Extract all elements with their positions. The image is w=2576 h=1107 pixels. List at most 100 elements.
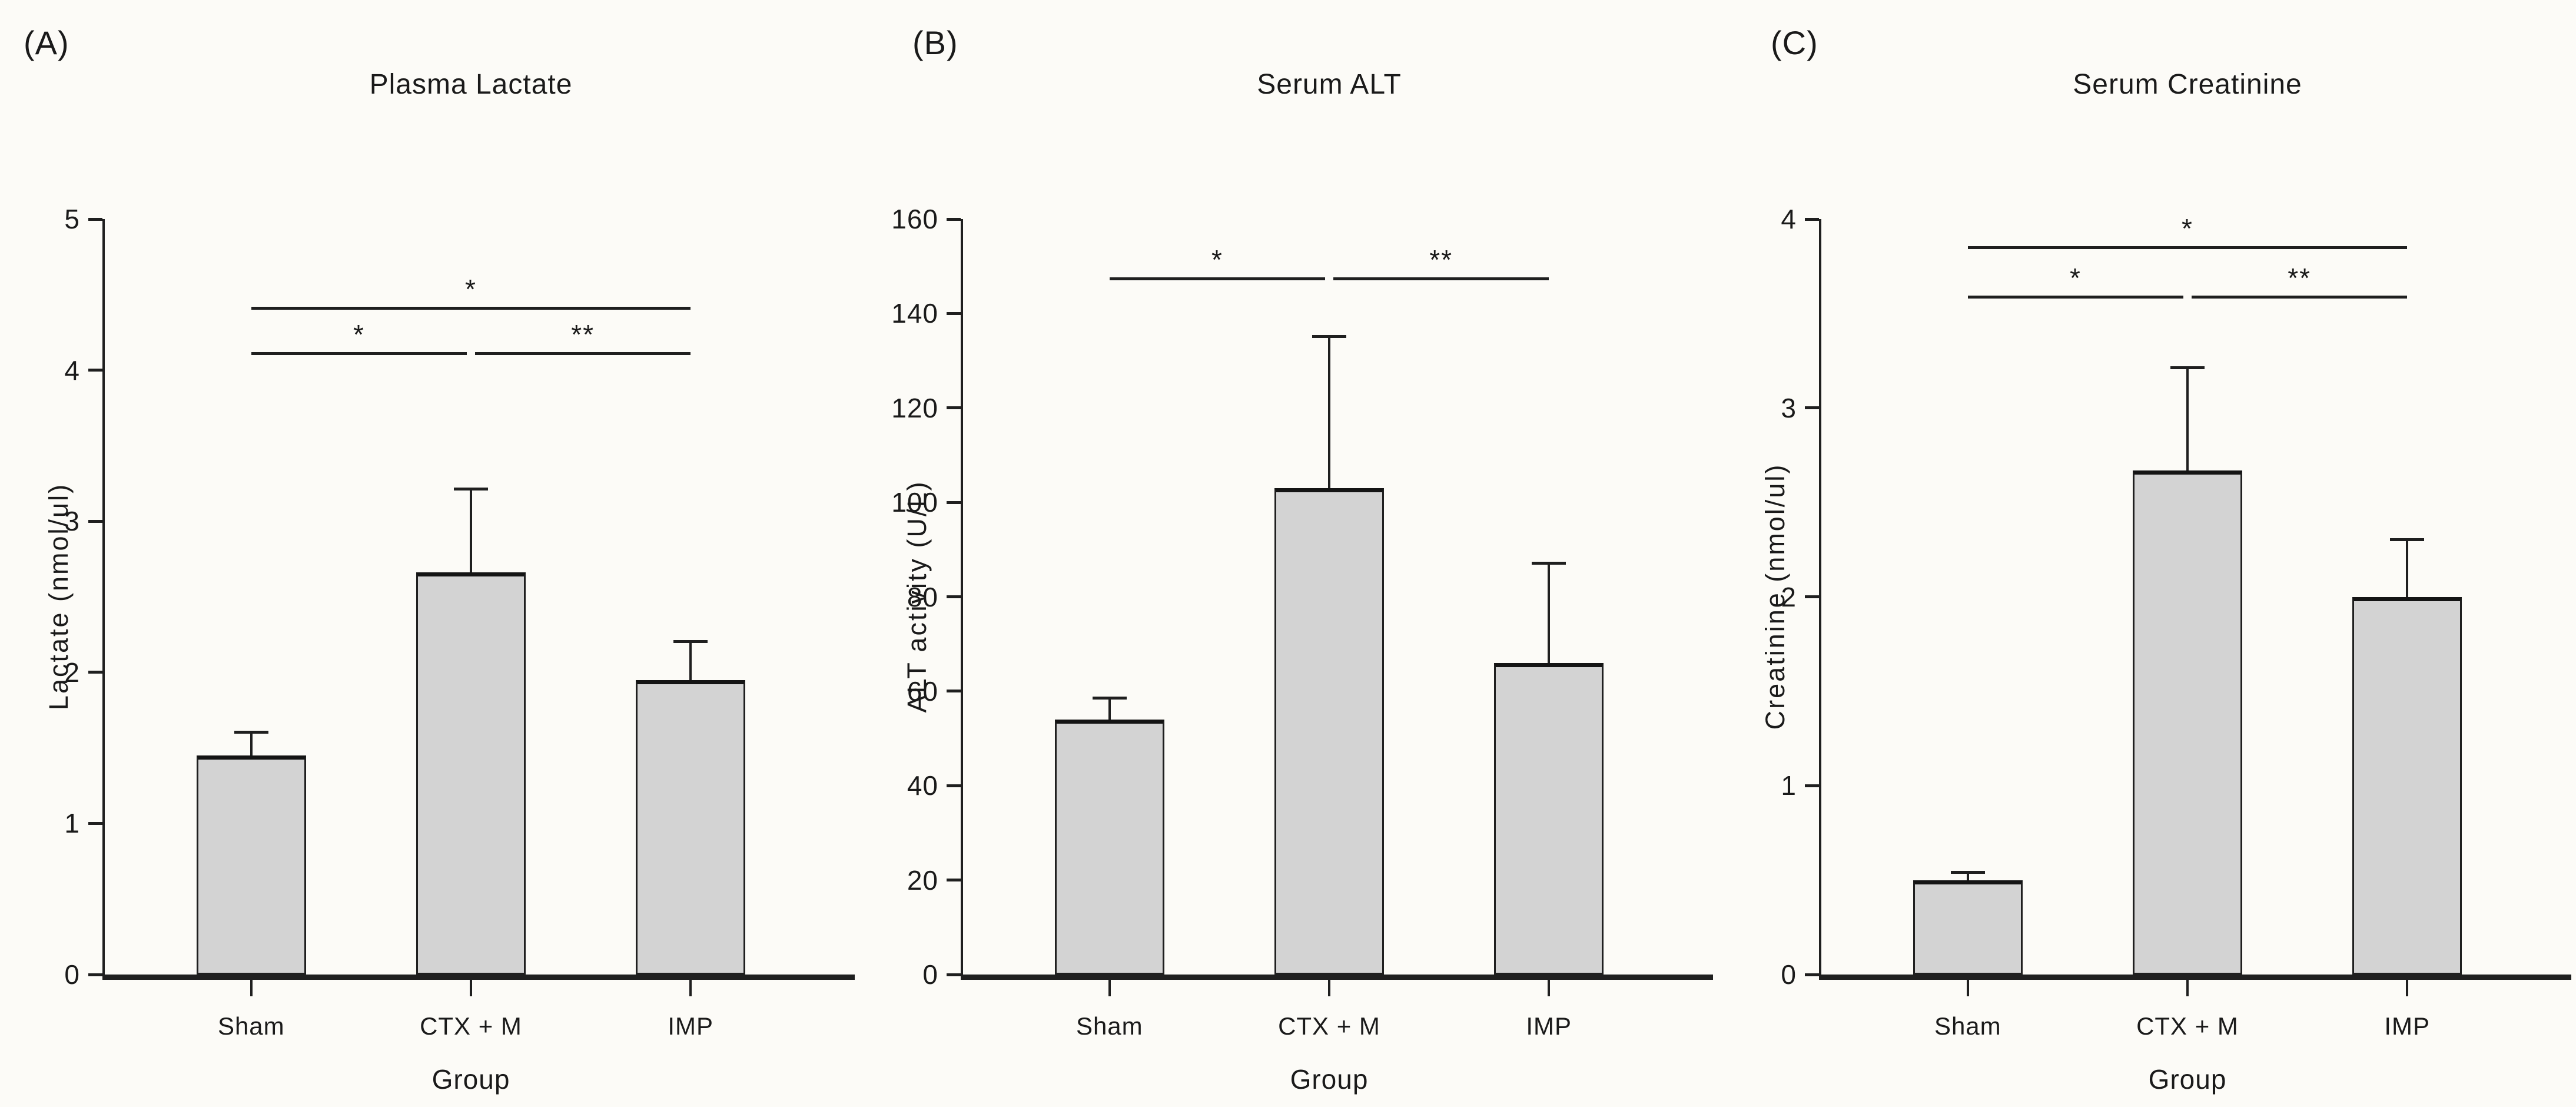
y-tick — [947, 879, 961, 882]
y-tick — [947, 217, 961, 221]
y-tick-label: 160 — [891, 204, 938, 234]
plot-area: 0 1 2 3 4 Sham CTX + M IMP * * ** — [1781, 204, 2571, 1040]
significance-stars: * — [465, 273, 477, 304]
y-tick-label: 120 — [891, 392, 938, 423]
bar — [1274, 488, 1384, 975]
y-tick-label: 2 — [1781, 581, 1797, 612]
error-bar-cap — [234, 731, 268, 734]
significance-stars: * — [353, 319, 365, 350]
y-tick — [88, 369, 102, 372]
x-tick — [689, 980, 692, 996]
y-tick-label: 1 — [1781, 770, 1797, 801]
panel-b: (B) Serum ALT ALT activity (U/L) 0 20 40 60… — [858, 0, 1717, 1107]
plot-area: 0 20 40 60 80 100 120 140 160 Sham CTX + M IMP * ** — [891, 204, 1713, 1040]
significance-line — [2192, 295, 2408, 299]
y-axis-line — [1819, 219, 1821, 980]
error-bar-cap — [454, 488, 488, 491]
x-tick — [470, 980, 472, 996]
category-label: Sham — [1934, 1012, 2001, 1040]
y-tick — [88, 217, 102, 221]
error-bar-cap — [1950, 870, 1985, 874]
y-tick — [947, 595, 961, 598]
x-axis-label: Group — [1290, 1064, 1369, 1095]
panel-label: (A) — [24, 24, 69, 61]
x-tick — [1966, 980, 1969, 996]
y-tick — [947, 501, 961, 504]
category-label: CTX + M — [420, 1012, 522, 1040]
category-label: Sham — [217, 1012, 285, 1040]
x-axis-line — [102, 975, 855, 980]
chart-title: Serum Creatinine — [2073, 69, 2302, 100]
y-tick — [88, 519, 102, 523]
error-bar-cap — [1092, 696, 1127, 700]
y-tick-label: 20 — [907, 864, 938, 896]
y-tick-label: 80 — [907, 581, 938, 612]
x-axis-label: Group — [2148, 1064, 2227, 1095]
chart-title: Serum ALT — [1257, 69, 1402, 100]
bar — [1494, 662, 1604, 975]
significance-line — [1109, 277, 1325, 281]
error-bar-stem — [1108, 698, 1111, 720]
significance-stars: * — [2182, 213, 2193, 244]
y-tick — [1805, 217, 1819, 221]
chart-title: Plasma Lactate — [369, 69, 573, 100]
error-bar-stem — [1328, 337, 1330, 489]
y-tick-label: 3 — [64, 506, 80, 537]
y-tick — [947, 973, 961, 976]
significance-stars: ** — [571, 319, 595, 350]
category-label: IMP — [2384, 1012, 2431, 1040]
bar — [416, 572, 526, 975]
significance-line — [1967, 246, 2408, 250]
y-axis-line — [961, 219, 963, 980]
category-label: CTX + M — [1278, 1012, 1380, 1040]
plot-area: 0 1 2 3 4 5 Sham CTX + M IMP * * ** — [64, 204, 855, 1040]
y-tick-label: 0 — [1781, 959, 1797, 990]
y-tick — [88, 973, 102, 976]
y-tick — [947, 311, 961, 315]
y-tick — [1805, 973, 1819, 976]
y-tick-label: 2 — [64, 657, 80, 688]
significance-line — [251, 306, 691, 310]
y-tick-label: 4 — [1781, 204, 1797, 234]
panel-label: (C) — [1771, 24, 1818, 61]
error-bar-stem — [689, 642, 692, 680]
bar — [2352, 596, 2462, 975]
error-bar-stem — [2406, 540, 2409, 597]
bar — [2133, 470, 2242, 975]
significance-stars: * — [1211, 244, 1223, 276]
x-tick — [2186, 980, 2189, 996]
significance-line — [251, 352, 467, 355]
significance-line — [475, 352, 691, 355]
x-tick — [1328, 980, 1330, 996]
bar — [636, 680, 746, 975]
x-axis-line — [961, 975, 1713, 980]
significance-stars: * — [2069, 262, 2082, 293]
y-tick — [88, 821, 102, 825]
error-bar-stem — [2186, 368, 2189, 470]
error-bar-stem — [1966, 872, 1969, 880]
y-tick-label: 4 — [64, 354, 80, 386]
error-bar-stem — [1548, 564, 1551, 663]
x-axis-line — [1819, 975, 2571, 980]
y-tick-label: 60 — [907, 675, 938, 707]
y-tick — [947, 406, 961, 410]
y-tick-label: 1 — [64, 808, 80, 839]
y-tick — [88, 671, 102, 674]
y-axis-line — [102, 219, 105, 980]
y-tick-label: 100 — [891, 487, 938, 518]
y-tick — [947, 784, 961, 787]
error-bar-stem — [250, 733, 253, 755]
y-tick — [1805, 595, 1819, 598]
error-bar-cap — [1532, 562, 1566, 565]
x-tick — [1548, 980, 1551, 996]
y-tick — [1805, 406, 1819, 410]
y-tick-label: 40 — [907, 770, 938, 801]
error-bar-stem — [470, 489, 472, 573]
category-label: IMP — [668, 1012, 714, 1040]
x-tick — [2406, 980, 2409, 996]
category-label: IMP — [1526, 1012, 1572, 1040]
significance-stars: ** — [1429, 244, 1453, 276]
x-axis-label: Group — [431, 1064, 510, 1095]
